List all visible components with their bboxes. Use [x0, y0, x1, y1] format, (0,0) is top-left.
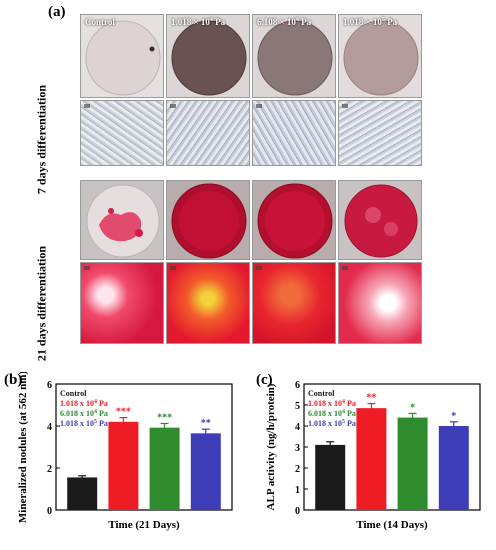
- chart-b-legend-entry: 6.018 x 104 Pa: [60, 409, 108, 418]
- chart-c-legend-entry: Control: [308, 389, 335, 398]
- chart-c-significance-label: *: [451, 411, 456, 422]
- chart-b-plot-frame: [55, 383, 233, 511]
- chart-b-bar: [67, 477, 98, 510]
- well-7d-control: Control: [80, 14, 164, 98]
- chart-c-ytick-label: 6: [295, 380, 300, 391]
- chart-c-bar: [438, 426, 469, 510]
- chart-c-bar: [397, 417, 428, 510]
- col-label-p1: 1.018 × 104 Pa: [171, 17, 226, 27]
- chart-c-legend-entry: 1.018 x 104 Pa: [308, 399, 356, 408]
- chart-b-significance-label: **: [201, 418, 211, 429]
- micrograph-21d-p3: [338, 262, 422, 344]
- chart-c-legend-entry: 1.018 x 105 Pa: [308, 419, 356, 428]
- micrograph-21d-p2: [252, 262, 336, 344]
- col-label-p3: 1.018 × 105 Pa: [343, 17, 398, 27]
- chart-c-bar: [356, 408, 387, 510]
- chart-b-ytick-label: 4: [47, 422, 52, 433]
- well-7d-p2: 6.108 × 104 Pa: [252, 14, 336, 98]
- chart-c-significance-label: *: [410, 402, 415, 413]
- panel-b-letter: (b): [4, 372, 23, 388]
- col-label-control: Control: [85, 17, 115, 27]
- chart-b-bar: [149, 427, 180, 510]
- chart-c-bar: [315, 444, 346, 510]
- well-21d-p1: [166, 180, 250, 260]
- chart-c-ytick-label: 3: [295, 443, 300, 454]
- micrograph-21d-p1: [166, 262, 250, 344]
- chart-b-ytick-label: 6: [47, 380, 52, 391]
- chart-c-ylabel: ALP activity (ng/h/protein): [265, 383, 277, 510]
- row-label-21-days: 21 days differentiation: [34, 245, 49, 362]
- chart-b-significance-label: ***: [116, 407, 131, 418]
- chart-c-ytick-label: 5: [295, 401, 300, 412]
- micrograph-7d-control: [80, 100, 164, 166]
- chart-b-legend-entry: 1.018 x 104 Pa: [60, 399, 108, 408]
- chart-c-xlabel: Time (14 Days): [356, 519, 428, 531]
- micrograph-21d-control: [80, 262, 164, 344]
- well-21d-p2: [252, 180, 336, 260]
- panel-a-letter: (a): [48, 4, 66, 20]
- well-21d-p3: [338, 180, 422, 260]
- chart-c-ytick-label: 0: [295, 506, 300, 517]
- chart-b-legend-entry: 1.018 x 105 Pa: [60, 419, 108, 428]
- chart-c-ytick-label: 2: [295, 464, 300, 475]
- micrograph-7d-p1: [166, 100, 250, 166]
- row-label-7-days: 7 days differentiation: [34, 84, 49, 195]
- well-7d-p1: 1.018 × 104 Pa: [166, 14, 250, 98]
- micrograph-7d-p3: [338, 100, 422, 166]
- well-21d-control: [80, 180, 164, 260]
- col-label-p2: 6.108 × 104 Pa: [257, 17, 312, 27]
- chart-b-ylabel: Mineralized nodules (at 562 nm): [17, 372, 29, 523]
- chart-b-ytick-label: 2: [47, 464, 52, 475]
- well-7d-p3: 1.018 × 105 Pa: [338, 14, 422, 98]
- chart-b-significance-label: ***: [157, 412, 172, 423]
- chart-b-ytick-label: 0: [47, 506, 52, 517]
- chart-b-legend-entry: Control: [60, 389, 87, 398]
- micrograph-7d-p2: [252, 100, 336, 166]
- panel-c-letter: (c): [256, 372, 273, 388]
- chart-c-legend-entry: 6.018 x 104 Pa: [308, 409, 356, 418]
- chart-b-xlabel: Time (21 Days): [108, 519, 180, 531]
- chart-b-bar: [108, 421, 139, 510]
- chart-c-significance-label: **: [366, 393, 376, 404]
- chart-c-ytick-label: 4: [295, 422, 300, 433]
- chart-c-ytick-label: 1: [295, 485, 300, 496]
- chart-b-bar: [190, 433, 221, 510]
